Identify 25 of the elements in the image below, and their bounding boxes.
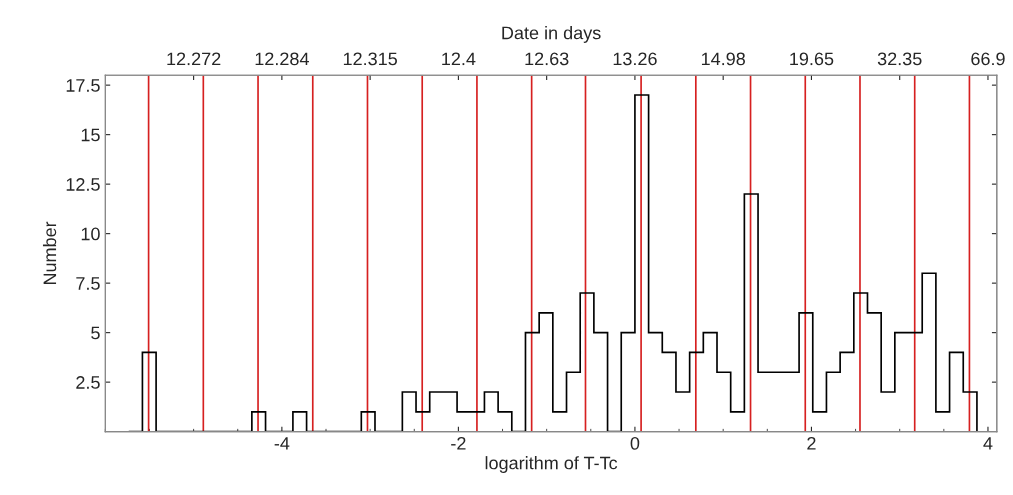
text: 66.9: [971, 52, 1005, 66]
text: 12.272: [167, 52, 221, 66]
text: 12.315: [343, 52, 397, 66]
x-tick-label: 0: [630, 436, 640, 450]
y-tick-label: 17.5: [66, 79, 100, 92]
y-tick-label: 2.5: [76, 376, 100, 389]
x-tick-label: -4: [274, 437, 290, 450]
y-tick-label: 7.5: [76, 277, 100, 290]
y-tick-label: 5: [91, 326, 100, 340]
text: 32.35: [877, 52, 922, 66]
text: 12.284: [255, 52, 309, 66]
text: 14.98: [701, 52, 745, 66]
x2-axis-title: Date in days: [502, 26, 601, 43]
y-tick-label: 10: [81, 227, 100, 241]
x-tick-label: 2: [807, 436, 816, 450]
text: 19.65: [790, 52, 834, 66]
x-axis-title: logarithm of T-Tc: [485, 456, 618, 473]
y-tick-label: 15: [81, 128, 100, 142]
x-tick-label: -2: [451, 436, 466, 450]
y-tick-label: 12.5: [66, 178, 100, 191]
text: 12.63: [525, 52, 569, 66]
text: 12.4: [442, 52, 476, 66]
x-tick-label: 4: [983, 437, 993, 450]
y-axis-title: Number: [42, 221, 57, 285]
text: 13.26: [613, 52, 657, 66]
